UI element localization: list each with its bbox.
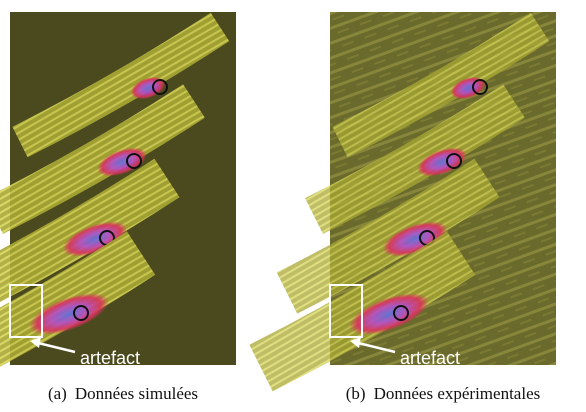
panel-image: artefact — [0, 12, 236, 368]
caption-label: (b) — [346, 384, 366, 403]
caption-label: (a) — [48, 384, 67, 403]
signal-blob — [349, 293, 429, 335]
marker-circle — [126, 153, 142, 169]
marker-circle — [472, 79, 488, 95]
arrow-shaft — [353, 340, 396, 354]
caption: (b) Données expérimentales — [346, 384, 540, 403]
signal-blob — [29, 293, 109, 335]
wave-band — [305, 84, 525, 234]
caption-text: Données simulées — [75, 384, 198, 403]
panel-image: artefact — [249, 12, 556, 392]
wave-band — [0, 84, 205, 234]
marker-circle — [152, 79, 168, 95]
caption-text: Données expérimentales — [374, 384, 541, 403]
artefact-box — [329, 284, 363, 338]
arrow-head — [350, 337, 361, 348]
marker-circle — [393, 305, 409, 321]
wave-band — [276, 158, 500, 314]
arrow-shaft — [33, 340, 76, 354]
wave-band — [12, 12, 230, 158]
wave-band — [332, 12, 550, 158]
artefact-box — [9, 284, 43, 338]
annotation: artefact — [400, 348, 460, 368]
annotation: artefact — [80, 348, 140, 368]
signal-blob — [62, 221, 128, 257]
wave-band — [0, 158, 180, 303]
caption: (a) Données simulées — [48, 384, 198, 403]
signal-blob — [382, 221, 448, 257]
marker-circle — [73, 305, 89, 321]
marker-circle — [446, 153, 462, 169]
arrow-head — [30, 337, 41, 348]
